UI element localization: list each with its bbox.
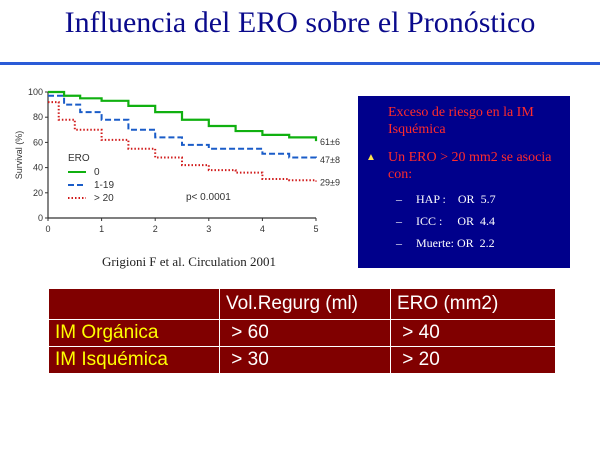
x-tick-label: 5 bbox=[313, 224, 318, 234]
y-tick-label: 40 bbox=[33, 163, 43, 173]
triangle-bullet-icon: ▲ bbox=[366, 152, 376, 163]
legend-label: 1-19 bbox=[94, 180, 114, 191]
title-divider bbox=[0, 62, 600, 65]
table-cell: > 30 bbox=[219, 346, 391, 374]
table-header-ero: ERO (mm2) bbox=[390, 288, 556, 320]
y-axis-title: Survival (%) bbox=[14, 131, 24, 180]
series-line-1 bbox=[48, 94, 317, 159]
slide-title: Influencia del ERO sobre el Pronóstico bbox=[64, 6, 536, 39]
table-header-blank bbox=[48, 288, 220, 320]
series-end-label: 61±6 bbox=[320, 137, 340, 147]
risk-item-hap: – HAP : OR 5.7 bbox=[396, 192, 496, 207]
series-end-label: 47±8 bbox=[320, 155, 340, 165]
dash-marker: – bbox=[396, 192, 402, 206]
p-value-label: p< 0.0001 bbox=[186, 192, 231, 203]
y-tick-label: 60 bbox=[33, 137, 43, 147]
y-tick-label: 0 bbox=[38, 213, 43, 223]
x-tick-label: 0 bbox=[45, 224, 50, 234]
risk-info-box: Exceso de riesgo en la IM Isquémica ▲ Un… bbox=[358, 96, 570, 268]
y-tick-label: 20 bbox=[33, 188, 43, 198]
risk-item-muerte: – Muerte: OR 2.2 bbox=[396, 236, 495, 251]
legend-label: 0 bbox=[94, 167, 100, 178]
risk-item-text: Muerte: OR 2.2 bbox=[416, 236, 495, 250]
risk-item-text: HAP : OR 5.7 bbox=[416, 192, 496, 206]
series-line-2 bbox=[48, 101, 317, 182]
dash-marker: – bbox=[396, 236, 402, 250]
table-row: IM Isquémica > 30 > 20 bbox=[48, 346, 556, 374]
table-header-row: Vol.Regurg (ml) ERO (mm2) bbox=[48, 288, 556, 320]
risk-item-icc: – ICC : OR 4.4 bbox=[396, 214, 495, 229]
table-cell: > 20 bbox=[390, 346, 556, 374]
risk-heading: Exceso de riesgo en la IM Isquémica bbox=[388, 105, 534, 137]
y-tick-label: 100 bbox=[28, 87, 43, 97]
table-cell: > 40 bbox=[390, 319, 556, 347]
row-label-isquemica: IM Isquémica bbox=[48, 346, 220, 374]
dash-marker: – bbox=[396, 214, 402, 228]
legend-title: ERO bbox=[68, 153, 90, 164]
x-tick-label: 3 bbox=[206, 224, 211, 234]
y-tick-label: 80 bbox=[33, 112, 43, 122]
series-end-label: 29±9 bbox=[320, 177, 340, 187]
risk-lead-text: Un ERO > 20 mm2 se asocia con: bbox=[388, 150, 552, 182]
risk-item-text: ICC : OR 4.4 bbox=[416, 214, 496, 228]
x-tick-label: 4 bbox=[260, 224, 265, 234]
x-tick-label: 1 bbox=[99, 224, 104, 234]
table-cell: > 60 bbox=[219, 319, 391, 347]
legend-label: > 20 bbox=[94, 193, 114, 204]
table-header-volume: Vol.Regurg (ml) bbox=[219, 288, 391, 320]
threshold-table: Vol.Regurg (ml) ERO (mm2) IM Orgánica > … bbox=[48, 288, 556, 374]
x-tick-label: 2 bbox=[153, 224, 158, 234]
series-line-0 bbox=[48, 90, 318, 142]
row-label-organica: IM Orgánica bbox=[48, 319, 220, 347]
chart-citation: Grigioni F et al. Circulation 2001 bbox=[102, 254, 277, 269]
table-row: IM Orgánica > 60 > 40 bbox=[48, 319, 556, 347]
